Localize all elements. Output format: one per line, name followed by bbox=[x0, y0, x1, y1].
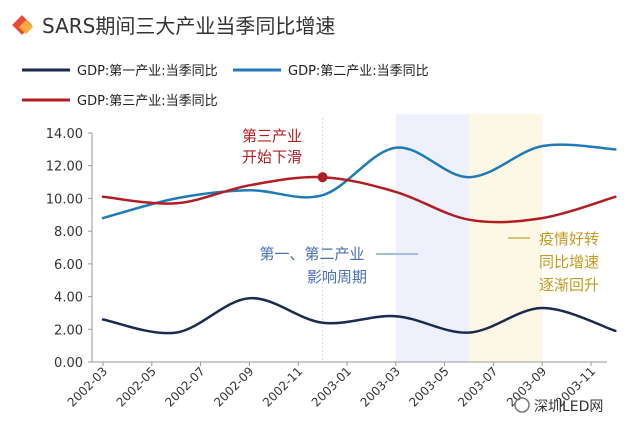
series-line-primary bbox=[101, 296, 617, 335]
annotation-recovery-line-1: 疫情好转 bbox=[539, 230, 599, 248]
y-tick-label: 8.00 bbox=[54, 225, 83, 240]
legend: GDP:第一产业:当季同比 GDP:第二产业:当季同比 GDP:第三产业:当季同… bbox=[22, 64, 429, 109]
y-tick-label: 4.00 bbox=[54, 291, 83, 306]
series-line-secondary bbox=[101, 143, 617, 220]
y-tick-label: 10.00 bbox=[46, 192, 83, 207]
annotation-recovery-line-3: 逐渐回升 bbox=[539, 276, 599, 294]
annotation-first-second-line-1: 第一、第二产业 bbox=[259, 245, 364, 263]
annotation-first-second-line-2: 影响周期 bbox=[307, 268, 367, 286]
annotation-third-industry-line-1: 第三产业 bbox=[242, 127, 302, 145]
x-tick-label: 2003-05 bbox=[406, 364, 451, 409]
chart-title: SARS期间三大产业当季同比增速 bbox=[42, 14, 335, 38]
band-first-second bbox=[395, 114, 469, 362]
annotation-third-industry: 第三产业 开始下滑 bbox=[242, 127, 328, 183]
annotation-recovery: 疫情好转 同比增速 逐渐回升 bbox=[508, 230, 599, 294]
series-lines bbox=[101, 143, 617, 335]
title-logo-icon bbox=[12, 15, 34, 35]
x-tick-label: 2003-07 bbox=[455, 364, 500, 409]
x-tick-label: 2002-05 bbox=[114, 364, 159, 409]
series-line-tertiary bbox=[101, 175, 617, 224]
y-tick-label: 0.00 bbox=[54, 356, 83, 371]
annotation-third-industry-dot bbox=[317, 172, 328, 183]
y-tick-label: 12.00 bbox=[46, 160, 83, 175]
legend-label-secondary: GDP:第二产业:当季同比 bbox=[288, 64, 429, 79]
annotation-first-second: 第一、第二产业 影响周期 bbox=[259, 245, 418, 286]
x-tick-label: 2003-01 bbox=[309, 364, 354, 409]
annotation-recovery-line-2: 同比增速 bbox=[539, 253, 599, 271]
annotation-third-industry-line-2: 开始下滑 bbox=[242, 148, 302, 166]
watermark: 深圳LED网 bbox=[514, 397, 603, 415]
x-tick-label: 2003-03 bbox=[358, 364, 403, 409]
legend-label-primary: GDP:第一产业:当季同比 bbox=[77, 64, 218, 79]
legend-label-tertiary: GDP:第三产业:当季同比 bbox=[77, 94, 218, 109]
x-tick-label: 2002-11 bbox=[260, 364, 305, 409]
x-tick-label: 2002-03 bbox=[65, 364, 110, 409]
x-tick-label: 2002-07 bbox=[162, 364, 207, 409]
x-tick-label: 2002-09 bbox=[211, 364, 256, 409]
y-tick-label: 6.00 bbox=[54, 258, 83, 273]
watermark-text: 深圳LED网 bbox=[534, 399, 603, 415]
y-tick-label: 14.00 bbox=[46, 127, 83, 142]
y-tick-label: 2.00 bbox=[54, 323, 83, 338]
wechat-icon bbox=[514, 397, 530, 413]
band-recovery bbox=[469, 114, 543, 362]
